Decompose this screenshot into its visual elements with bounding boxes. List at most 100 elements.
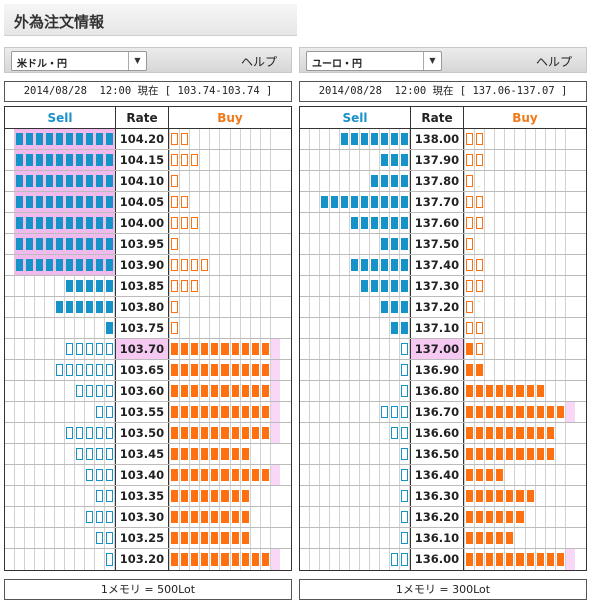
order-panel-eurjpy: ユーロ・円 ▼ ヘルプ 2014/08/28 12:00 現在 [ 137.06… xyxy=(299,47,587,600)
sell-volume-cell xyxy=(300,213,411,233)
buy-bar-segment xyxy=(516,553,524,566)
sell-bar-segment xyxy=(381,280,388,292)
table-row: 103.85 xyxy=(5,276,291,297)
sell-bar-segment xyxy=(56,196,63,208)
sell-bar-segment xyxy=(86,133,93,145)
buy-bar-segment xyxy=(201,553,209,566)
buy-bar-segment xyxy=(486,511,494,523)
sell-bar-segment xyxy=(76,259,83,271)
buy-bar-segment xyxy=(251,553,259,566)
sell-bar-segment xyxy=(96,469,103,481)
buy-bar-segment xyxy=(171,427,179,439)
table-row: 103.60 xyxy=(5,381,291,402)
buy-bar-segment xyxy=(191,343,199,355)
sell-volume-cell xyxy=(300,150,411,170)
buy-bar-segment xyxy=(231,511,239,523)
sell-bar-segment xyxy=(76,343,83,355)
sell-bar-segment xyxy=(26,133,33,145)
sell-bar-segment xyxy=(106,280,113,292)
sell-bar-segment xyxy=(56,238,63,250)
help-link[interactable]: ヘルプ xyxy=(535,55,572,69)
buy-bar-segment xyxy=(171,238,179,250)
rate-value: 103.85 xyxy=(116,276,169,296)
sell-bar-segment xyxy=(106,343,113,355)
buy-bar-segment xyxy=(486,427,494,439)
buy-bar-segment xyxy=(466,406,474,418)
sell-bar-segment xyxy=(371,259,378,271)
buy-bar-segment xyxy=(516,385,524,397)
buy-bar-segment xyxy=(201,448,209,460)
sell-bar-segment xyxy=(106,217,113,229)
sell-bar-segment xyxy=(381,238,388,250)
sell-bar-segment xyxy=(381,175,388,187)
rate-value: 103.40 xyxy=(116,465,169,485)
sell-bar-segment xyxy=(86,217,93,229)
sell-bar-segment xyxy=(46,217,53,229)
buy-bar-segment xyxy=(476,364,484,376)
sell-volume-cell xyxy=(5,234,116,254)
sell-volume-cell xyxy=(300,465,411,485)
page-title: 外為注文情報 xyxy=(4,4,297,36)
sell-volume-cell xyxy=(300,549,411,570)
sell-bar-segment xyxy=(381,259,388,271)
buy-bar-segment xyxy=(181,532,189,544)
buy-bar-segment xyxy=(506,448,514,460)
sell-bar-segment xyxy=(341,196,348,208)
buy-volume-cell xyxy=(169,402,291,422)
sell-bar-segment xyxy=(106,322,113,334)
help-link[interactable]: ヘルプ xyxy=(240,55,277,69)
buy-bar-segment xyxy=(486,448,494,460)
order-panel-usdjpy: 米ドル・円 ▼ ヘルプ 2014/08/28 12:00 現在 [ 103.74… xyxy=(4,47,292,600)
buy-bar-segment xyxy=(211,469,219,481)
sell-bar-segment xyxy=(26,259,33,271)
sell-bar-segment xyxy=(96,490,103,502)
lot-scale-note: 1メモリ = 300Lot xyxy=(299,579,587,600)
sell-bar-segment xyxy=(26,175,33,187)
sell-bar-segment xyxy=(66,154,73,166)
table-row: 103.70 xyxy=(5,339,291,360)
buy-volume-cell xyxy=(169,150,291,170)
sell-volume-cell xyxy=(300,360,411,380)
sell-bar-segment xyxy=(86,448,93,460)
chevron-down-icon[interactable]: ▼ xyxy=(128,52,146,70)
buy-bar-segment xyxy=(171,196,179,208)
table-row: 103.80 xyxy=(5,297,291,318)
sell-bar-segment xyxy=(96,217,103,229)
buy-bar-segment xyxy=(211,448,219,460)
sell-volume-cell xyxy=(5,213,116,233)
chevron-down-icon[interactable]: ▼ xyxy=(423,52,441,70)
buy-volume-cell xyxy=(464,213,586,233)
sell-bar-segment xyxy=(401,385,408,397)
sell-bar-segment xyxy=(401,553,408,566)
buy-bar-segment xyxy=(496,490,504,502)
sell-bar-segment xyxy=(26,238,33,250)
sell-bar-segment xyxy=(16,133,23,145)
sell-bar-segment xyxy=(86,427,93,439)
buy-bar-segment xyxy=(231,406,239,418)
currency-pair-select[interactable]: 米ドル・円 ▼ xyxy=(11,51,147,71)
sell-bar-segment xyxy=(66,175,73,187)
table-row: 104.00 xyxy=(5,213,291,234)
buy-bar-segment xyxy=(191,280,199,292)
buy-bar-segment xyxy=(516,427,524,439)
buy-bar-segment xyxy=(486,406,494,418)
buy-volume-cell xyxy=(169,444,291,464)
buy-bar-segment xyxy=(251,385,259,397)
buy-bar-segment xyxy=(221,364,229,376)
sell-bar-segment xyxy=(106,301,113,313)
sell-volume-cell xyxy=(300,381,411,401)
rate-value: 103.75 xyxy=(116,318,169,338)
buy-volume-cell xyxy=(464,528,586,548)
sell-bar-segment xyxy=(371,280,378,292)
sell-volume-cell xyxy=(300,318,411,338)
sell-bar-segment xyxy=(106,238,113,250)
currency-pair-select[interactable]: ユーロ・円 ▼ xyxy=(306,51,442,71)
buy-bar-segment xyxy=(251,364,259,376)
buy-bar-segment xyxy=(466,385,474,397)
sell-volume-cell xyxy=(5,549,116,570)
sell-bar-segment xyxy=(36,175,43,187)
buy-bar-segment xyxy=(241,406,249,418)
buy-bar-segment xyxy=(171,511,179,523)
sell-bar-segment xyxy=(86,196,93,208)
rate-value: 136.70 xyxy=(411,402,464,422)
